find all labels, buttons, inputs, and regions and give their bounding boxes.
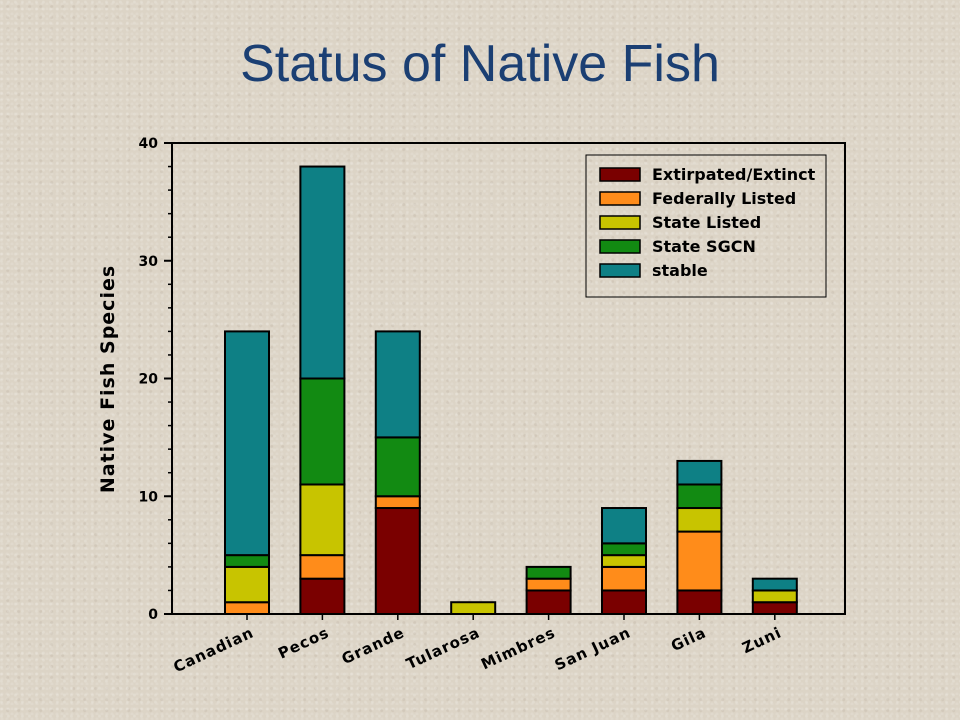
bar-grande-state-sgcn <box>374 436 421 498</box>
bar-zuni-extirpated-extinct <box>751 601 798 615</box>
legend-swatch-federally-listed <box>599 191 641 206</box>
legend-swatch-stable <box>599 263 641 278</box>
bar-san-juan-federally-listed <box>601 565 647 592</box>
x-tick-label-zuni: Zuni <box>739 623 784 657</box>
bar-san-juan-state-listed <box>601 554 647 568</box>
bar-pecos-state-sgcn <box>299 377 346 486</box>
bar-pecos-stable <box>299 165 346 380</box>
bar-canadian-federally-listed <box>224 601 270 615</box>
x-tick-label-pecos: Pecos <box>275 623 332 662</box>
bar-zuni-state-listed <box>751 589 798 604</box>
bar-gila-stable <box>676 459 723 486</box>
bar-mimbres-extirpated-extinct <box>525 589 572 616</box>
bar-tularosa-state-listed <box>450 601 497 615</box>
legend-swatch-state-listed <box>599 215 641 230</box>
bar-zuni-stable <box>751 577 798 592</box>
x-tick-label-san-juan: San Juan <box>552 623 634 674</box>
x-tick-label-mimbres: Mimbres <box>478 623 558 673</box>
x-tick-label-grande: Grande <box>339 623 408 668</box>
y-tick-label: 20 <box>139 372 159 388</box>
bar-san-juan-state-sgcn <box>601 542 647 557</box>
bar-san-juan-extirpated-extinct <box>601 589 647 616</box>
bar-san-juan-stable <box>601 507 647 545</box>
y-tick-label: 0 <box>148 607 158 623</box>
bar-gila-federally-listed <box>676 530 723 592</box>
bar-grande-extirpated-extinct <box>374 507 421 615</box>
bar-pecos-federally-listed <box>299 554 346 580</box>
x-tick-label-gila: Gila <box>668 623 709 655</box>
legend-label: State SGCN <box>652 237 756 256</box>
bar-pecos-extirpated-extinct <box>299 577 346 615</box>
y-axis-label: Native Fish Species <box>97 265 119 493</box>
x-tick-label-tularosa: Tularosa <box>403 623 482 673</box>
legend-label: Extirpated/Extinct <box>652 165 816 184</box>
y-tick-label: 10 <box>139 489 159 505</box>
bar-pecos-state-listed <box>299 483 346 557</box>
bar-gila-extirpated-extinct <box>676 589 723 616</box>
legend-swatch-extirpated-extinct <box>599 167 641 182</box>
bar-grande-stable <box>374 330 421 439</box>
bar-mimbres-state-sgcn <box>525 565 572 580</box>
bar-canadian-state-sgcn <box>224 554 270 568</box>
legend-label: State Listed <box>652 213 761 232</box>
y-axis: 0 10 20 30 40 <box>139 136 172 623</box>
bar-canadian-state-listed <box>224 565 270 604</box>
y-tick-label: 30 <box>139 254 159 270</box>
chart-title: Status of Native Fish <box>240 35 720 93</box>
legend-swatch-state-sgcn <box>599 239 641 254</box>
bar-canadian-stable <box>224 330 270 557</box>
legend-label: Federally Listed <box>652 189 796 208</box>
legend-label: stable <box>652 261 708 280</box>
bar-gila-state-sgcn <box>676 483 723 510</box>
legend-box <box>585 154 827 298</box>
bar-grande-federally-listed <box>374 495 421 510</box>
y-tick-label: 40 <box>139 136 159 152</box>
bar-gila-state-listed <box>676 507 723 533</box>
bar-mimbres-federally-listed <box>525 577 572 592</box>
legend: Extirpated/Extinct Federally Listed State … <box>585 154 827 298</box>
bars-layer <box>224 165 798 616</box>
x-tick-label-canadian: Canadian <box>171 623 257 676</box>
